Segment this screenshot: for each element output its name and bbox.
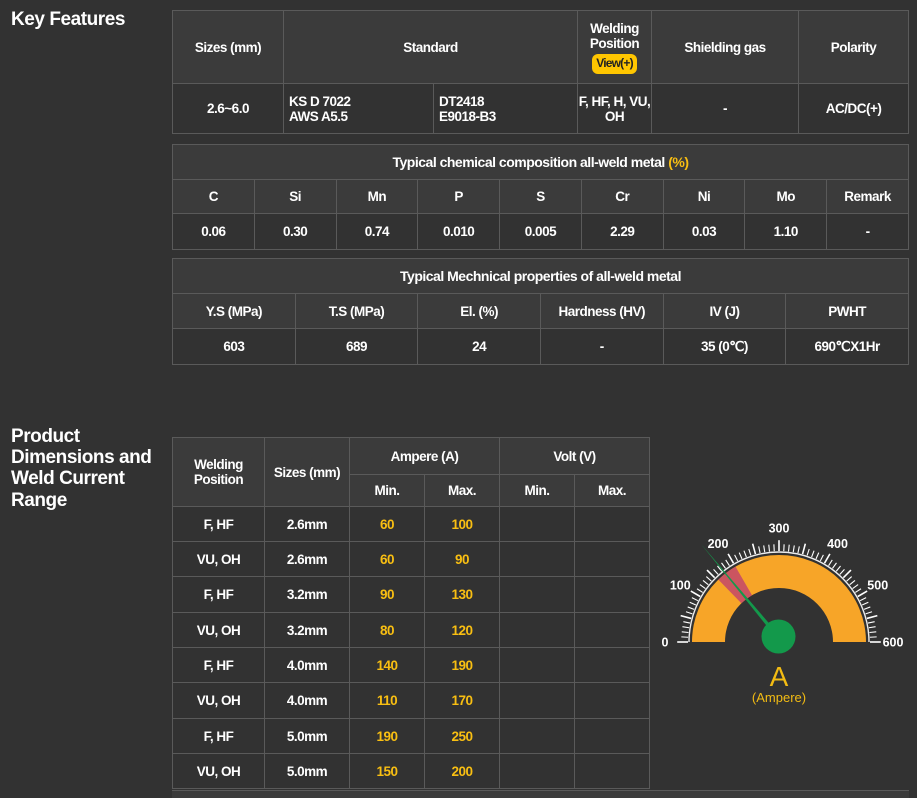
svg-text:(Ampere): (Ampere) — [752, 690, 806, 705]
svg-text:400: 400 — [827, 537, 848, 551]
svg-text:A: A — [770, 661, 789, 692]
svg-text:0: 0 — [662, 636, 669, 650]
svg-text:100: 100 — [670, 579, 691, 593]
svg-text:500: 500 — [867, 579, 888, 593]
svg-text:300: 300 — [769, 522, 790, 536]
svg-text:200: 200 — [708, 537, 729, 551]
svg-text:600: 600 — [883, 636, 904, 650]
